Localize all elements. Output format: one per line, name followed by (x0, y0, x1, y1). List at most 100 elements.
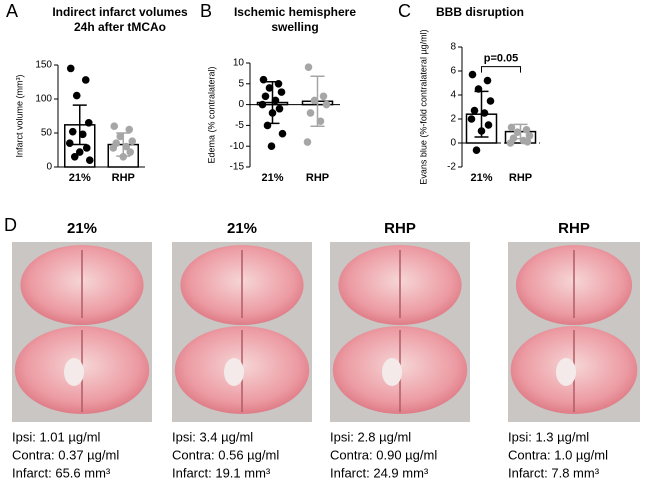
slice-stat: Contra: 1.0 µg/ml (508, 447, 608, 462)
y-tick-label: 6 (450, 66, 456, 77)
chart-title: Indirect infarct volumes (52, 5, 188, 19)
data-point (66, 64, 75, 73)
data-point (277, 88, 286, 96)
data-point (506, 139, 515, 147)
slice-stat: Ipsi: 1.01 µg/ml (12, 429, 101, 444)
data-point (467, 115, 476, 123)
data-point (306, 109, 315, 117)
data-point (525, 132, 534, 140)
slice-heading: RHP (384, 220, 416, 237)
error-bar (310, 75, 325, 127)
x-tick-label: RHP (112, 172, 135, 184)
data-point (470, 106, 479, 115)
x-tick-label: RHP (509, 172, 532, 184)
ventricle (64, 358, 84, 386)
error-bar (265, 80, 280, 125)
panel-label: D (4, 215, 17, 235)
y-tick-label: -2 (447, 162, 456, 173)
data-point (472, 146, 481, 154)
data-point (85, 156, 94, 164)
data-point (278, 129, 287, 138)
chart-title: 24h after tMCAo (74, 20, 166, 34)
x-tick-label: 21% (261, 172, 283, 184)
data-point (72, 91, 81, 100)
y-tick-label: -10 (230, 141, 245, 152)
data-point (484, 121, 493, 129)
data-point (319, 92, 328, 101)
data-point (271, 96, 280, 105)
y-tick-label: 50 (41, 128, 53, 139)
y-tick-label: 100 (35, 94, 52, 105)
data-point (507, 123, 516, 132)
slice-stat: Infarct: 7.8 mm³ (508, 465, 600, 479)
data-point (483, 76, 492, 85)
data-point (70, 153, 79, 161)
data-point (523, 138, 532, 146)
data-point (128, 137, 137, 145)
data-point (68, 127, 77, 136)
significance-bracket (481, 66, 521, 73)
brain-slice-image (508, 242, 640, 422)
panel-label: B (200, 1, 212, 21)
y-tick-label: 10 (233, 58, 245, 69)
data-point (75, 148, 84, 156)
panel-label: A (6, 1, 18, 21)
y-tick-label: 2 (450, 114, 456, 125)
data-point (261, 92, 270, 101)
slice-stat: Ipsi: 1.3 µg/ml (508, 429, 589, 444)
slice-stat: Ipsi: 3.4 µg/ml (172, 429, 253, 444)
slice-stat: Contra: 0.56 µg/ml (172, 447, 279, 462)
data-point (275, 104, 284, 113)
data-point (110, 122, 119, 130)
data-point (322, 100, 331, 109)
error-bar (513, 123, 528, 140)
slice-stat: Contra: 0.37 µg/ml (12, 447, 119, 462)
y-tick-label: 0 (238, 99, 244, 110)
chart-title: BBB disruption (436, 5, 524, 19)
y-tick-label: 5 (238, 78, 244, 89)
data-point (310, 96, 319, 105)
y-tick-label: 0 (450, 138, 456, 149)
ventricle (382, 358, 402, 386)
slice-heading: 21% (67, 220, 97, 237)
data-point (126, 148, 135, 156)
data-point (109, 144, 118, 152)
slice-heading: 21% (227, 220, 257, 237)
data-point (84, 119, 93, 127)
annotation: p=0.05 (484, 53, 519, 65)
data-point (259, 75, 268, 84)
ventricle (556, 358, 576, 386)
data-point (258, 100, 267, 109)
ventricle (224, 358, 244, 386)
x-tick-label: 21% (69, 172, 91, 184)
slice-stat: Infarct: 19.1 mm³ (172, 465, 271, 479)
slice-stat: Infarct: 65.6 mm³ (12, 465, 111, 479)
slice-stat: Ipsi: 2.8 µg/ml (330, 429, 411, 444)
slice-stat: Contra: 0.90 µg/ml (330, 447, 437, 462)
y-axis-label: Edema (% contralateral) (206, 66, 216, 163)
x-tick-label: RHP (306, 172, 329, 184)
y-tick-label: 4 (450, 90, 456, 101)
data-point (486, 97, 495, 105)
brain-slice-image (330, 242, 470, 422)
error-bar (72, 104, 87, 146)
chart-title: swelling (271, 20, 318, 34)
data-point (468, 70, 477, 79)
data-point (267, 142, 276, 150)
data-point (513, 128, 522, 136)
data-point (78, 130, 87, 139)
data-point (480, 109, 489, 117)
data-point (65, 139, 74, 147)
data-point (125, 125, 134, 134)
y-tick-label: 8 (450, 42, 456, 53)
y-tick-label: -5 (235, 120, 244, 131)
data-point (116, 132, 125, 141)
brain-slice-image (12, 242, 152, 422)
y-tick-label: 0 (46, 162, 52, 173)
y-tick-label: 150 (35, 60, 52, 71)
data-point (265, 84, 274, 92)
data-point (304, 63, 313, 71)
x-tick-label: 21% (470, 172, 492, 184)
brain-slice-image (172, 242, 312, 422)
